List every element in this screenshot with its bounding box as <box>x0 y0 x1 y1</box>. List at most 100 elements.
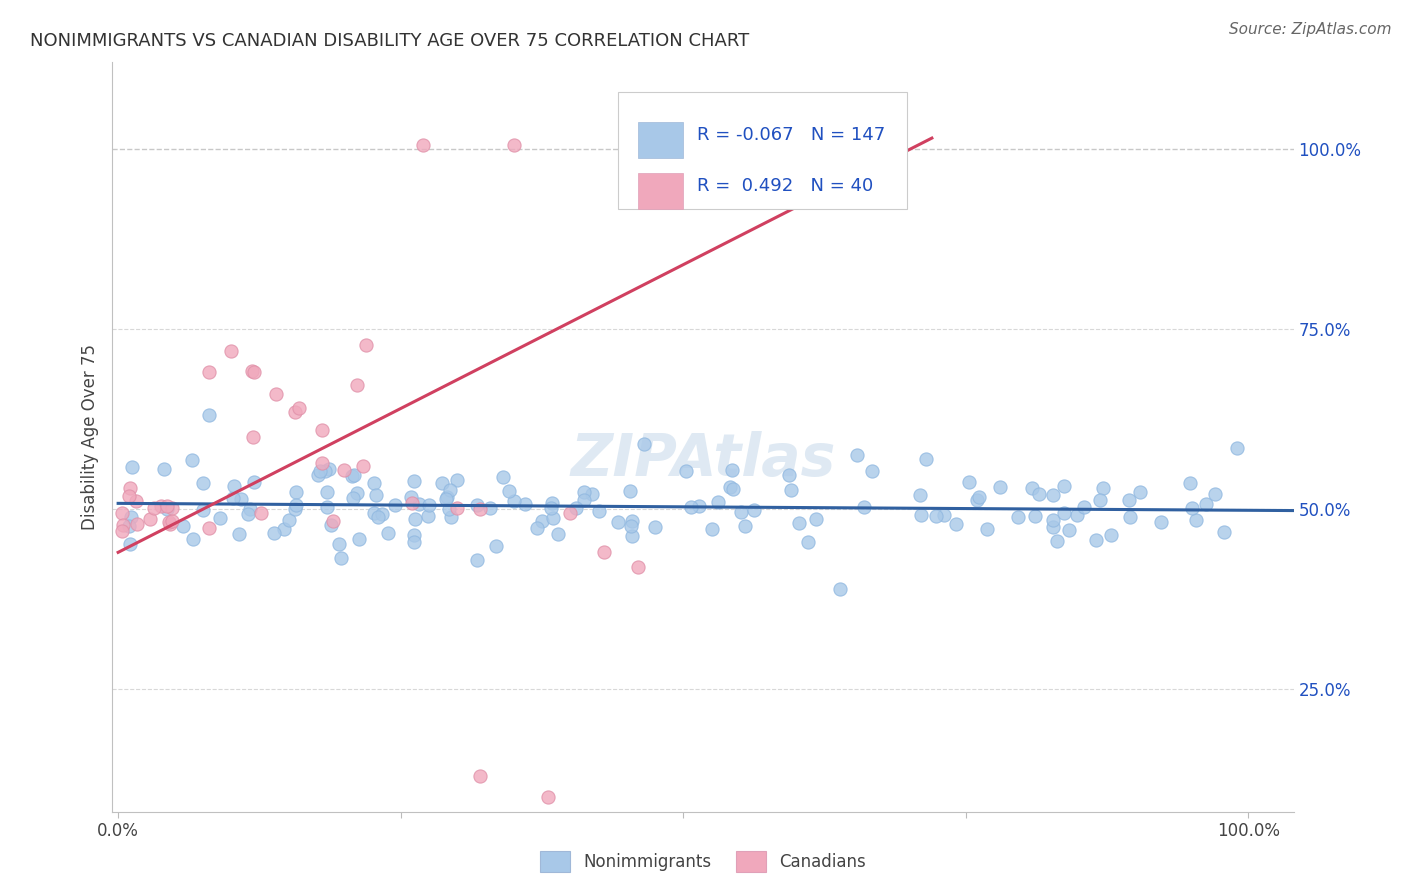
Point <box>633 437 655 451</box>
Point <box>478 501 501 516</box>
Point <box>446 500 468 515</box>
Point <box>1226 441 1249 455</box>
Point <box>120 537 142 551</box>
Point <box>828 582 851 596</box>
Point <box>191 503 214 517</box>
Point <box>804 512 827 526</box>
Point <box>536 790 558 805</box>
Point <box>408 497 430 511</box>
Point <box>688 499 710 513</box>
Point <box>404 512 426 526</box>
Point <box>111 506 134 520</box>
Point <box>1119 509 1142 524</box>
Point <box>468 769 491 783</box>
Point <box>402 475 425 489</box>
Point <box>1178 475 1201 490</box>
Point <box>644 520 666 534</box>
Point <box>311 423 333 437</box>
Point <box>139 512 162 526</box>
Point <box>377 526 399 541</box>
Point <box>565 500 588 515</box>
Point <box>242 430 264 444</box>
Point <box>467 498 489 512</box>
Point <box>1194 497 1216 511</box>
Point <box>957 475 980 490</box>
Point <box>222 491 245 505</box>
Point <box>700 522 723 536</box>
Point <box>1053 506 1076 520</box>
Point <box>209 511 232 525</box>
Text: ZIPAtlas: ZIPAtlas <box>571 431 835 488</box>
Point <box>363 476 385 491</box>
Point <box>159 517 181 532</box>
Point <box>966 493 988 508</box>
Point <box>543 510 565 524</box>
Point <box>852 500 875 515</box>
Y-axis label: Disability Age Over 75: Disability Age Over 75 <box>80 344 98 530</box>
Point <box>925 508 948 523</box>
Point <box>541 496 564 510</box>
Point <box>1181 500 1204 515</box>
Point <box>1021 481 1043 495</box>
Point <box>627 559 650 574</box>
Point <box>352 459 374 474</box>
Point <box>620 518 643 533</box>
Point <box>1046 533 1069 548</box>
Point <box>412 138 434 153</box>
Point <box>439 510 461 524</box>
Point <box>152 462 174 476</box>
Text: Source: ZipAtlas.com: Source: ZipAtlas.com <box>1229 22 1392 37</box>
Point <box>910 488 932 502</box>
Point <box>498 483 520 498</box>
Point <box>718 480 741 494</box>
Point <box>1129 485 1152 500</box>
Point <box>156 502 179 516</box>
Point <box>1024 509 1046 524</box>
Point <box>780 483 803 497</box>
Point <box>779 468 801 483</box>
Point <box>1091 481 1114 495</box>
Point <box>343 467 366 482</box>
Text: R = -0.067   N = 147: R = -0.067 N = 147 <box>697 126 886 145</box>
Point <box>531 514 554 528</box>
Point <box>915 451 938 466</box>
Point <box>401 496 423 510</box>
Point <box>266 387 288 401</box>
Text: NONIMMIGRANTS VS CANADIAN DISABILITY AGE OVER 75 CORRELATION CHART: NONIMMIGRANTS VS CANADIAN DISABILITY AGE… <box>30 32 749 50</box>
Point <box>1150 516 1173 530</box>
Point <box>314 464 336 478</box>
Point <box>436 490 458 504</box>
Point <box>219 343 242 358</box>
Point <box>229 492 252 507</box>
Point <box>1073 500 1095 514</box>
Point <box>240 364 263 378</box>
Point <box>1213 524 1236 539</box>
Point <box>621 514 644 528</box>
Point <box>363 506 385 520</box>
Point <box>845 448 868 462</box>
Point <box>1204 487 1226 501</box>
Point <box>675 464 697 478</box>
Point <box>142 501 165 516</box>
Point <box>721 463 744 477</box>
Point <box>526 521 548 535</box>
Point <box>309 464 332 478</box>
Point <box>446 473 468 487</box>
Point <box>318 462 340 476</box>
Point <box>198 409 221 423</box>
Point <box>560 506 582 520</box>
Point <box>330 550 353 565</box>
Point <box>619 484 641 499</box>
Point <box>197 521 219 535</box>
Point <box>125 517 148 532</box>
FancyBboxPatch shape <box>638 122 683 159</box>
Point <box>434 491 457 506</box>
Point <box>1066 508 1088 522</box>
Point <box>1042 513 1064 527</box>
Point <box>721 482 744 496</box>
Point <box>307 468 329 483</box>
Point <box>734 519 756 533</box>
Point <box>181 453 204 467</box>
Point <box>111 524 134 538</box>
Point <box>418 498 440 512</box>
